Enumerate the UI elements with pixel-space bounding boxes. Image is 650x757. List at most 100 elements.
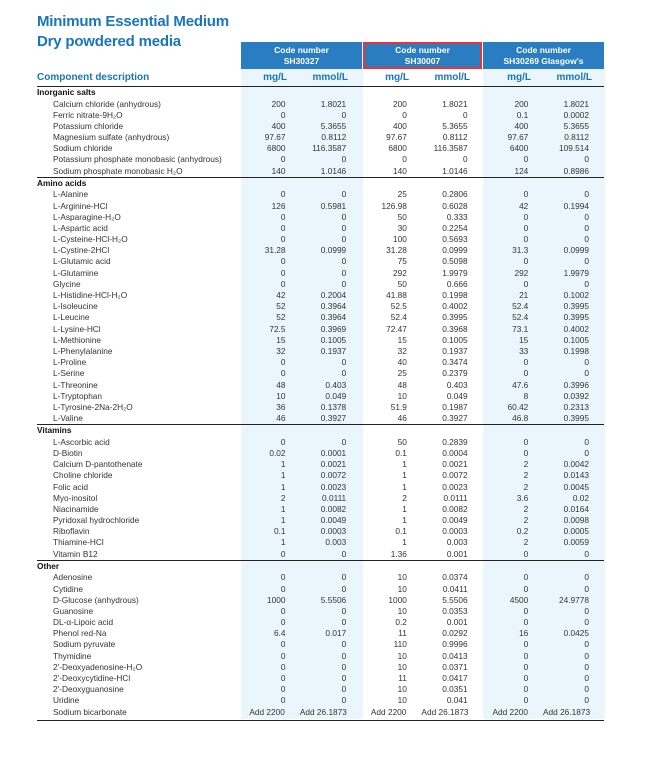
table-row: D-Biotin 0.02 0.0001 0.1 0.0004 0 0 [37, 448, 604, 459]
value-mg-per-l: 46.8 [512, 413, 529, 424]
component-name: L-Isoleucine [53, 301, 98, 312]
value-mmol-per-l: 0 [341, 189, 347, 200]
component-name: L-Serine [53, 368, 85, 379]
value-mmol-per-l: 0 [584, 436, 589, 447]
table-row: Pyridoxal hydrochloride 1 0.0049 1 0.0049 2 0.… [37, 515, 604, 526]
table-row: L-Cystine-2HCl 31.28 0.0999 31.28 0.0999 31.3… [37, 245, 604, 256]
value-mmol-per-l: 0.8112 [442, 132, 468, 143]
value-mg-per-l: 46 [397, 413, 407, 424]
value-mg-per-l: 1 [280, 470, 286, 481]
value-mmol-per-l: 0 [341, 278, 347, 289]
value-mg-per-l: 1 [280, 515, 286, 526]
value-mg-per-l: 126.98 [381, 200, 407, 211]
value-mmol-per-l: 0.0351 [442, 684, 468, 695]
component-name: L-Glutamine [53, 267, 99, 278]
value-mg-per-l: 3.6 [516, 492, 529, 503]
value-mg-per-l: 400 [393, 120, 407, 131]
value-mmol-per-l: 0 [584, 256, 589, 267]
value-mmol-per-l: 0.001 [446, 548, 468, 559]
value-mmol-per-l: 0.0045 [563, 481, 589, 492]
value-mg-per-l: 60.42 [507, 401, 529, 412]
value-mg-per-l: 200 [514, 98, 529, 109]
table-row: Sodium phosphate monobasic H₂O 140 1.0146 1… [37, 166, 604, 177]
table-row: Niacinamide 1 0.0082 1 0.0082 2 0.0164 [37, 504, 604, 515]
value-mg-per-l: 47.6 [512, 379, 529, 390]
table-row: Sodium chloride 6800 116.3587 6800 116.3587 6… [37, 143, 604, 154]
component-name: Folic acid [53, 481, 89, 492]
value-mmol-per-l: 0.0001 [320, 447, 347, 458]
value-mg-per-l: 46 [276, 413, 286, 424]
value-mmol-per-l: 0.1002 [563, 290, 589, 300]
value-mmol-per-l: 0.0005 [563, 526, 589, 537]
value-mg-per-l: 0 [523, 548, 529, 559]
value-mmol-per-l: 0 [584, 357, 589, 368]
value-mg-per-l: 2 [523, 481, 529, 492]
value-mmol-per-l: 0.041 [446, 695, 468, 706]
value-mmol-per-l: 0.3474 [442, 357, 468, 368]
value-mmol-per-l: 0.017 [325, 628, 347, 639]
value-mmol-per-l: 0.666 [446, 278, 468, 289]
value-mg-per-l: 10 [397, 695, 407, 706]
value-mmol-per-l: 0 [584, 673, 589, 683]
table-row: 2'-Deoxyadenosine-H₂O 0 0 10 0.0371 0 0 [37, 662, 604, 673]
value-mg-per-l: 10 [397, 661, 407, 672]
value-mg-per-l: 200 [271, 98, 286, 109]
value-mmol-per-l: 0.02 [572, 492, 589, 503]
value-mg-per-l: 1 [402, 470, 407, 481]
value-mmol-per-l: 0.0003 [320, 526, 347, 537]
value-mmol-per-l: 0 [341, 222, 347, 233]
value-mg-per-l: 21 [519, 290, 529, 300]
value-mg-per-l: 15 [397, 334, 407, 345]
value-mg-per-l: 0 [280, 256, 286, 267]
value-mg-per-l: 0 [402, 154, 407, 165]
component-name: Uridine [53, 695, 80, 706]
value-mmol-per-l: 0.5981 [320, 200, 347, 211]
value-mg-per-l: 0 [280, 222, 286, 233]
value-mg-per-l: 10 [397, 583, 407, 594]
unit-header-mg: mg/L [507, 72, 531, 83]
value-mmol-per-l: 0 [341, 154, 347, 165]
value-mg-per-l: 110 [393, 639, 407, 650]
value-mmol-per-l: 0 [462, 109, 468, 120]
value-mmol-per-l: 0.5098 [442, 256, 468, 267]
value-mg-per-l: 0 [523, 572, 529, 583]
value-mg-per-l: 1 [280, 537, 286, 548]
value-mg-per-l: 0 [280, 661, 286, 672]
value-mg-per-l: 0 [523, 154, 529, 165]
value-mmol-per-l: 0 [584, 211, 589, 222]
value-mg-per-l: 0 [523, 650, 529, 661]
section-header-row: Other [37, 559, 604, 573]
component-name: Potassium phosphate monobasic (anhydrous… [53, 154, 222, 165]
component-name: Sodium bicarbonate [53, 706, 127, 717]
value-mmol-per-l: 0.0021 [442, 459, 468, 470]
value-mmol-per-l: 0.8986 [563, 165, 589, 176]
component-name: L-Ascorbic acid [53, 436, 110, 447]
value-mg-per-l: 0 [280, 583, 286, 594]
column-header-sh30269: Code number SH30269 Glasgow's [483, 42, 604, 69]
table-row: L-Alanine 0 0 25 0.2806 0 0 [37, 189, 604, 200]
value-mg-per-l: 52.4 [512, 301, 529, 312]
value-mg-per-l: 0 [280, 154, 286, 165]
value-mg-per-l: 2 [523, 470, 529, 481]
document-title: Minimum Essential Medium [37, 13, 229, 30]
value-mmol-per-l: 0 [584, 695, 589, 706]
component-name: 2'-Deoxycytidine-HCl [53, 673, 131, 683]
table-row: DL-α-Lipoic acid 0 0 0.2 0.001 0 0 [37, 617, 604, 628]
value-mmol-per-l: 0.0411 [442, 583, 468, 594]
table-row: L-Proline 0 0 40 0.3474 0 0 [37, 357, 604, 368]
value-mg-per-l: 0.1 [516, 109, 529, 120]
value-mg-per-l: 48 [397, 379, 407, 390]
unit-header-mg: mg/L [263, 72, 287, 83]
value-mmol-per-l: 0 [341, 572, 347, 583]
unit-header-mmol: mmol/L [312, 72, 348, 83]
value-mmol-per-l: 109.514 [559, 143, 589, 154]
value-mmol-per-l: 0 [584, 605, 589, 616]
value-mg-per-l: 36 [276, 401, 286, 412]
value-mg-per-l: 97.67 [507, 132, 529, 143]
component-name: L-Proline [53, 357, 87, 368]
section-header-row: Inorganic salts [37, 86, 604, 99]
value-mmol-per-l: 0.2004 [320, 290, 347, 300]
table-row: L-Isoleucine 52 0.3964 52.5 0.4002 52.4 0.3995 [37, 301, 604, 312]
value-mmol-per-l: 0 [341, 684, 347, 695]
value-mg-per-l: 0 [280, 695, 286, 706]
